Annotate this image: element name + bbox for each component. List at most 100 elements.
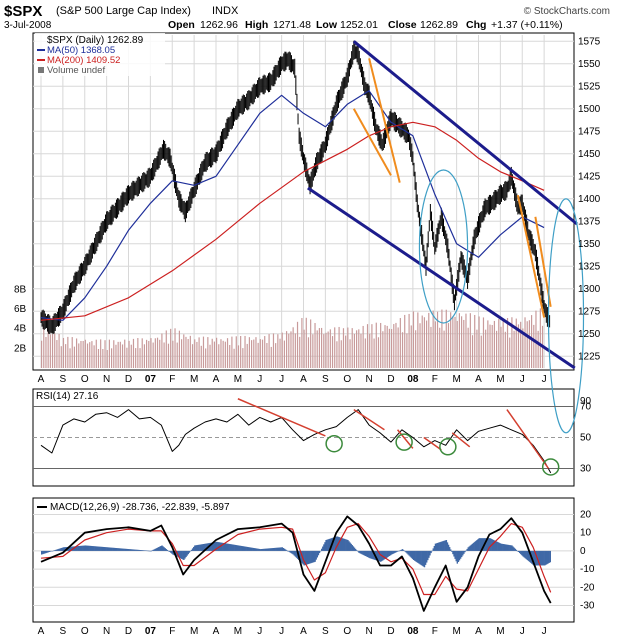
volume-bar (191, 344, 194, 368)
macd-histogram-bar (258, 548, 261, 551)
macd-histogram-bar (421, 550, 424, 566)
macd-histogram-bar (83, 545, 86, 551)
macd-histogram-bar (234, 544, 236, 551)
highlight-ellipse (418, 169, 469, 324)
volume-bar (266, 342, 268, 368)
macd-month-label: O (343, 626, 351, 637)
macd-month-label: A (38, 626, 45, 637)
macd-histogram-bar (526, 550, 529, 560)
macd-histogram-bar (231, 544, 233, 551)
macd-histogram-bar (516, 550, 519, 552)
high-label: High (245, 19, 268, 31)
macd-histogram-bar (395, 550, 397, 553)
macd-histogram-bar (170, 550, 172, 553)
macd-histogram-bar (47, 550, 49, 553)
volume-bar (58, 333, 60, 368)
macd-histogram-bar (125, 548, 127, 551)
volume-bar (150, 338, 152, 368)
macd-histogram-bar (53, 550, 55, 552)
grid-lines (33, 35, 574, 606)
macd-histogram-bar (356, 550, 358, 551)
volume-bar (117, 341, 119, 368)
price-panel (32, 32, 575, 371)
macd-histogram-bar (361, 550, 363, 555)
macd-histogram-bar (489, 538, 491, 551)
macd-histogram-bar (307, 550, 310, 564)
macd-histogram-bar (545, 550, 547, 565)
macd-histogram-bar (152, 549, 154, 551)
macd-histogram-bar (499, 543, 501, 551)
volume-bar (102, 349, 104, 368)
macd-histogram-bar (510, 545, 512, 551)
macd-histogram-bar (494, 540, 497, 551)
macd-histogram-bar (407, 550, 409, 555)
rsi-trend-line (506, 409, 550, 469)
macd-histogram-bar (429, 550, 431, 556)
macd-histogram-bar (323, 544, 325, 551)
macd-histogram-bar (158, 547, 160, 551)
macd-histogram-bar (467, 547, 469, 551)
price-month-label: F (169, 374, 175, 385)
volume-bar (121, 344, 124, 368)
macd-histogram-bar (267, 548, 269, 551)
volume-bar (126, 347, 128, 368)
macd-histogram-bar (496, 541, 498, 551)
macd-histogram-bar (459, 550, 462, 559)
macd-histogram-bar (418, 550, 420, 564)
macd-histogram-bar (347, 540, 349, 551)
high-value: 1271.48 (273, 19, 311, 31)
price-tick-label: 1475 (578, 126, 601, 137)
price-tick-label: 1525 (578, 81, 601, 92)
macd-histogram-bar (549, 550, 551, 563)
macd-histogram-bar (200, 544, 203, 551)
volume-bar (434, 321, 436, 368)
macd-histogram-bar (167, 550, 170, 552)
volume-bar (401, 332, 404, 368)
macd-histogram-bar (61, 547, 64, 551)
macd-histogram-bar (269, 548, 271, 551)
price-tick-label: 1225 (578, 351, 601, 362)
macd-histogram-bar (49, 550, 52, 552)
volume-bar (86, 343, 89, 368)
volume-bar (489, 324, 491, 368)
macd-histogram-bar (276, 547, 278, 551)
macd-histogram-bar (317, 550, 320, 556)
volume-bar (447, 323, 450, 368)
volume-bar (496, 330, 498, 368)
macd-histogram-bar (311, 550, 313, 563)
macd-series (40, 515, 552, 612)
macd-histogram-bar (86, 545, 89, 551)
volume-bar (244, 335, 246, 368)
macd-histogram-bar (144, 550, 147, 551)
macd-histogram-bar (284, 549, 287, 551)
volume-bar (358, 329, 360, 368)
macd-histogram-bar (464, 550, 466, 553)
macd-histogram-bar (480, 538, 483, 551)
macd-histogram-bar (114, 547, 116, 551)
low-value: 1252.01 (340, 19, 378, 31)
trend-annotations (307, 40, 585, 434)
macd-histogram-bar (411, 550, 414, 559)
volume-bar (467, 327, 469, 368)
volume-bar (187, 339, 189, 368)
volume-bar (299, 336, 301, 368)
macd-histogram-bar (246, 546, 249, 551)
chart-index-name: (S&P 500 Large Cap Index) (56, 5, 191, 17)
macd-histogram-bar (544, 550, 546, 566)
macd-histogram-bar (523, 550, 525, 558)
macd-histogram-bar (292, 550, 294, 555)
macd-histogram-bar (117, 548, 119, 551)
volume-bar (69, 348, 71, 368)
volume-bar (305, 317, 307, 368)
volume-tick-label: 4B (14, 324, 27, 335)
macd-histogram-bar (279, 547, 281, 551)
macd-histogram-bar (128, 549, 130, 551)
volume-bar (382, 331, 384, 368)
macd-histogram-bar (139, 550, 141, 551)
price-tick-label: 1550 (578, 59, 601, 70)
macd-histogram-bar (445, 540, 448, 551)
macd-histogram-bar (242, 546, 244, 551)
macd-histogram-bar (48, 550, 51, 552)
volume-bar (316, 330, 318, 368)
volume-bar (340, 340, 342, 368)
